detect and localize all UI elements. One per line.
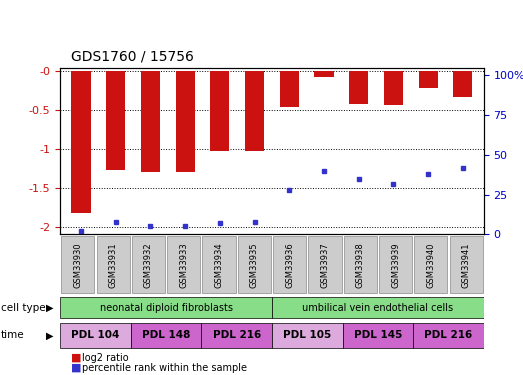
Bar — [272, 297, 484, 318]
Bar — [450, 236, 483, 293]
Bar — [131, 323, 201, 348]
Bar — [141, 71, 160, 172]
Bar — [61, 236, 94, 293]
Text: GSM33941: GSM33941 — [462, 242, 471, 288]
Text: ▶: ▶ — [46, 330, 53, 340]
Text: ■: ■ — [71, 353, 81, 363]
Bar — [344, 236, 377, 293]
Bar — [419, 71, 438, 88]
Text: GSM33937: GSM33937 — [321, 242, 329, 288]
Text: ■: ■ — [71, 363, 81, 373]
Text: time: time — [1, 330, 24, 340]
Bar — [60, 297, 272, 318]
Bar — [106, 71, 125, 170]
Text: GSM33932: GSM33932 — [144, 242, 153, 288]
Text: neonatal diploid fibroblasts: neonatal diploid fibroblasts — [99, 303, 233, 313]
Bar — [413, 323, 484, 348]
Text: cell type: cell type — [1, 303, 45, 313]
Bar — [343, 323, 413, 348]
Bar — [72, 71, 90, 213]
Text: PDL 216: PDL 216 — [212, 330, 261, 340]
Bar — [384, 71, 403, 105]
Bar — [167, 236, 200, 293]
Bar — [349, 71, 368, 104]
Bar — [314, 71, 334, 77]
Bar — [273, 236, 306, 293]
Text: GSM33938: GSM33938 — [356, 242, 365, 288]
Text: GDS1760 / 15756: GDS1760 / 15756 — [71, 50, 194, 64]
Bar — [97, 236, 130, 293]
Text: PDL 216: PDL 216 — [424, 330, 473, 340]
Text: ▶: ▶ — [46, 303, 53, 313]
Bar — [280, 71, 299, 107]
Bar — [245, 71, 264, 152]
Text: GSM33940: GSM33940 — [426, 242, 435, 288]
Text: umbilical vein endothelial cells: umbilical vein endothelial cells — [302, 303, 453, 313]
Bar — [176, 71, 195, 172]
Text: percentile rank within the sample: percentile rank within the sample — [82, 363, 247, 373]
Bar — [202, 236, 235, 293]
Bar — [238, 236, 271, 293]
Bar — [210, 71, 230, 150]
Bar — [453, 71, 472, 97]
Text: GSM33934: GSM33934 — [214, 242, 223, 288]
Bar — [272, 323, 343, 348]
Bar — [60, 323, 131, 348]
Bar — [414, 236, 447, 293]
Text: GSM33936: GSM33936 — [285, 242, 294, 288]
Text: PDL 105: PDL 105 — [283, 330, 332, 340]
Text: GSM33935: GSM33935 — [250, 242, 259, 288]
Text: GSM33933: GSM33933 — [179, 242, 188, 288]
Text: GSM33939: GSM33939 — [391, 242, 400, 288]
Text: PDL 104: PDL 104 — [71, 330, 120, 340]
Bar — [309, 236, 342, 293]
Text: GSM33931: GSM33931 — [109, 242, 118, 288]
Text: GSM33930: GSM33930 — [73, 242, 82, 288]
Text: PDL 148: PDL 148 — [142, 330, 190, 340]
Bar — [132, 236, 165, 293]
Bar — [379, 236, 412, 293]
Bar — [201, 323, 272, 348]
Text: log2 ratio: log2 ratio — [82, 353, 129, 363]
Text: PDL 145: PDL 145 — [354, 330, 402, 340]
